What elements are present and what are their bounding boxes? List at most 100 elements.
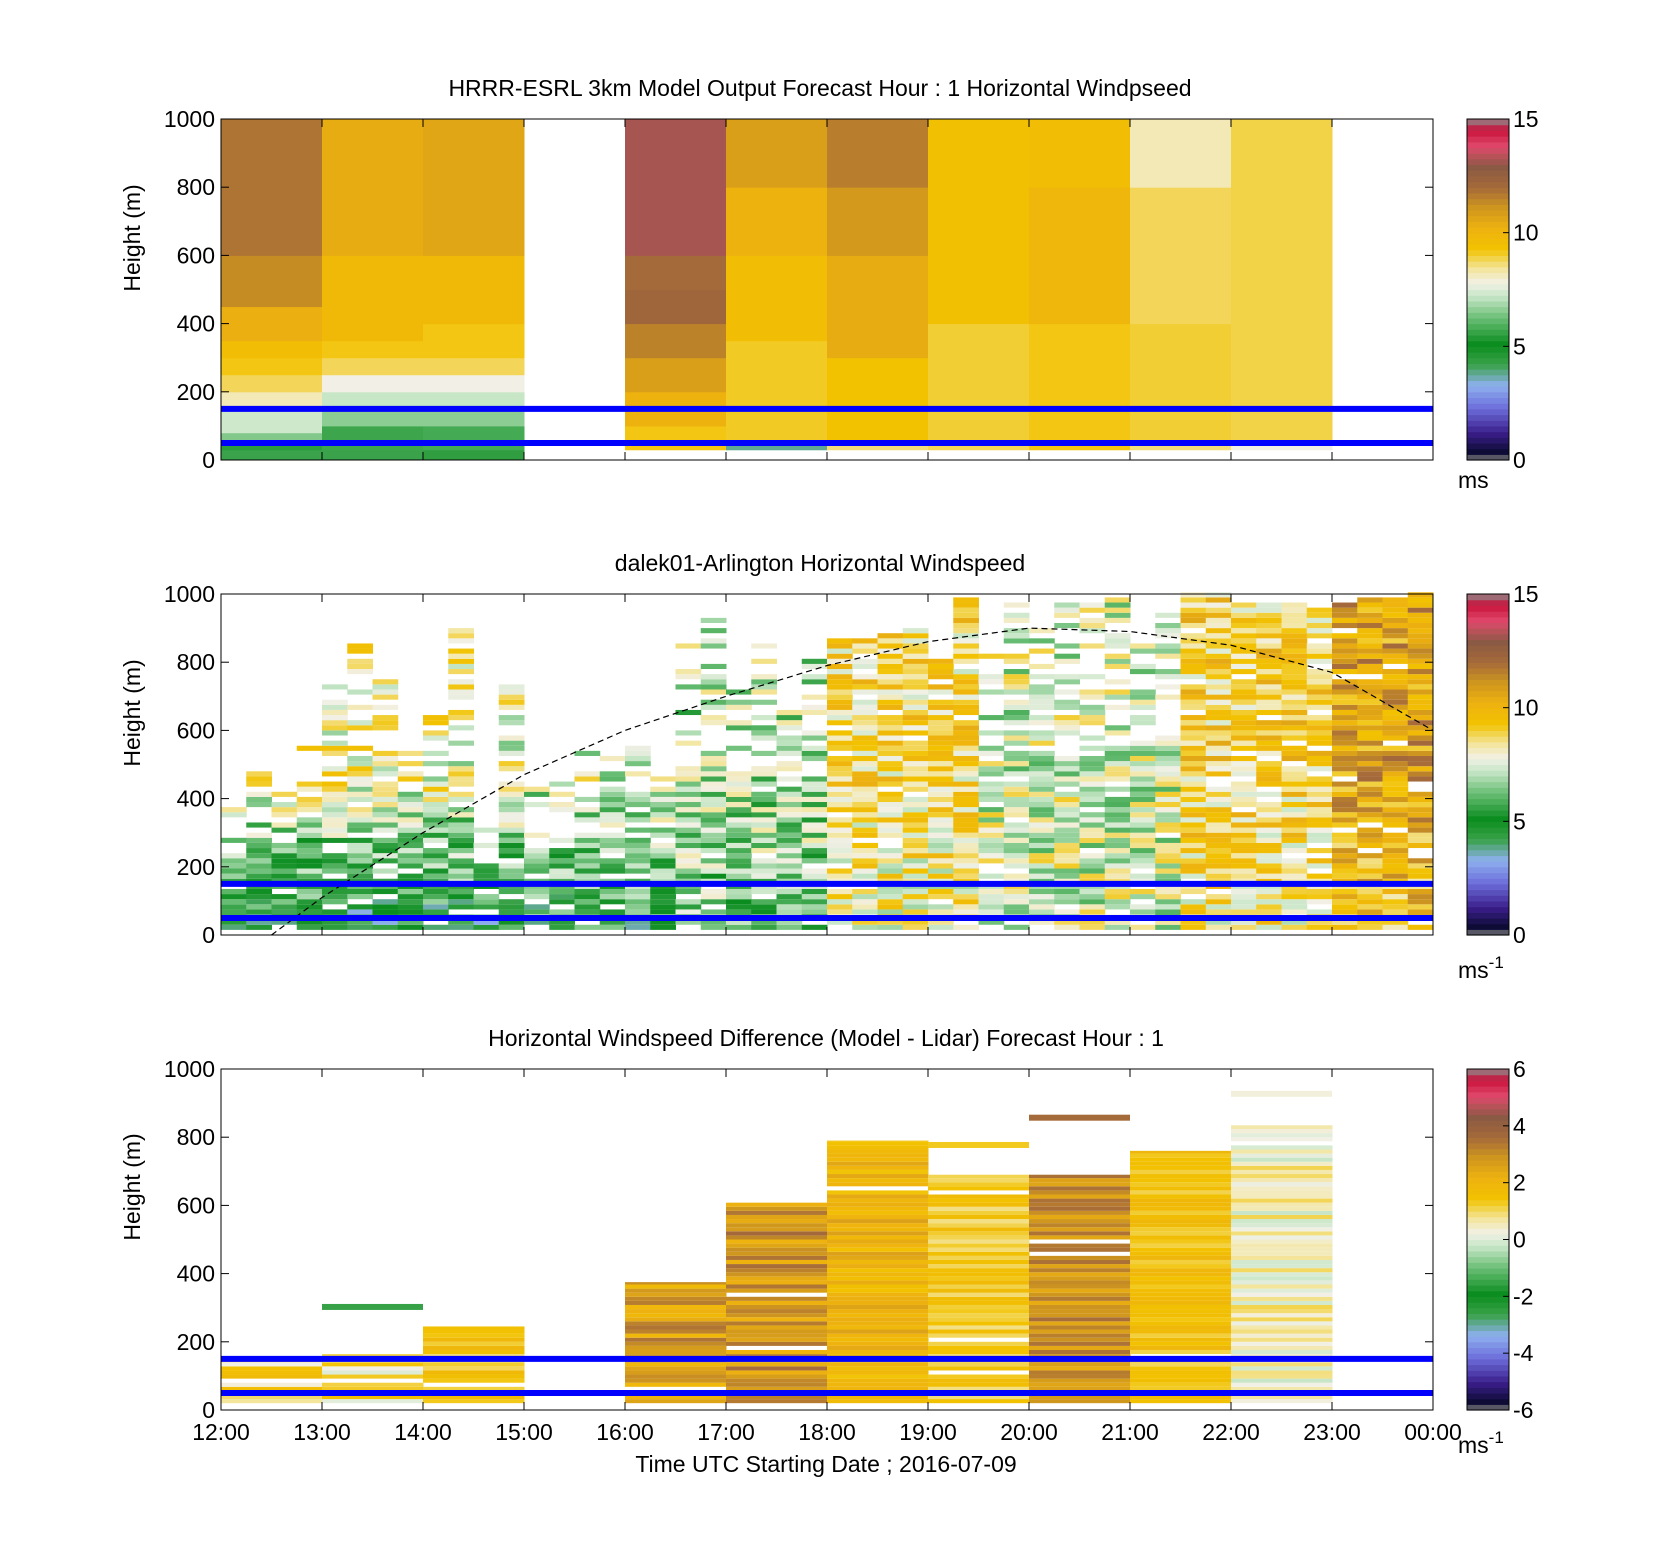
lidar-windspeed-cell — [473, 827, 500, 833]
difference-cell — [827, 1202, 929, 1207]
lidar-windspeed-cell — [1231, 607, 1257, 613]
colorbar-swatch — [1467, 1125, 1509, 1133]
lidar-windspeed-cell — [599, 924, 626, 930]
lidar-windspeed-cell — [1231, 842, 1257, 849]
lidar-windspeed-cell — [928, 704, 954, 710]
lidar-windspeed-cell — [827, 786, 853, 792]
lidar-windspeed-cell — [448, 919, 474, 925]
lidar-windspeed-cell — [347, 904, 373, 910]
lidar-windspeed-cell — [1130, 704, 1156, 710]
difference-cell — [928, 1202, 1030, 1207]
colorbar-swatch — [1467, 340, 1509, 347]
colorbar-swatch — [1467, 781, 1509, 788]
lidar-windspeed-cell — [498, 699, 525, 705]
lidar-windspeed-cell — [852, 781, 878, 787]
difference-cell — [928, 1292, 1030, 1297]
difference-cell — [1029, 1219, 1131, 1224]
panel-model-windspeed: HRRR-ESRL 3km Model Output Forecast Hour… — [119, 75, 1539, 493]
difference-cell — [928, 1210, 1030, 1215]
lidar-windspeed-cell — [700, 924, 727, 930]
lidar-windspeed-cell — [1281, 643, 1308, 649]
lidar-windspeed-cell — [1054, 888, 1080, 895]
difference-cell — [928, 1304, 1030, 1310]
lidar-windspeed-cell — [1407, 735, 1434, 741]
lidar-windspeed-cell — [1205, 894, 1232, 900]
lidar-windspeed-cell — [549, 899, 575, 905]
difference-cell — [1130, 1243, 1232, 1248]
lidar-windspeed-cell — [246, 837, 272, 843]
difference-cell — [726, 1259, 828, 1265]
lidar-windspeed-cell — [877, 924, 904, 930]
lidar-windspeed-cell — [322, 899, 348, 905]
lidar-windspeed-cell — [1054, 715, 1080, 721]
lidar-windspeed-cell — [1231, 924, 1257, 930]
lidar-windspeed-cell — [1407, 755, 1434, 762]
colorbar-swatch — [1467, 1120, 1509, 1127]
lidar-windspeed-cell — [574, 842, 601, 849]
lidar-windspeed-cell — [397, 822, 424, 828]
lidar-windspeed-cell — [322, 786, 348, 792]
lidar-windspeed-cell — [1306, 622, 1333, 629]
lidar-windspeed-cell — [1003, 755, 1030, 762]
lidar-windspeed-cell — [423, 715, 449, 721]
lidar-windspeed-cell — [296, 904, 323, 910]
lidar-windspeed-cell — [1079, 674, 1106, 680]
lidar-windspeed-cell — [1407, 888, 1434, 895]
colorbar-swatch — [1467, 1319, 1509, 1326]
lidar-windspeed-cell — [1382, 832, 1409, 838]
lidar-windspeed-cell — [1231, 919, 1257, 925]
lidar-windspeed-cell — [801, 750, 828, 756]
lidar-windspeed-cell — [1180, 796, 1207, 803]
lidar-windspeed-cell — [1130, 740, 1156, 746]
lidar-windspeed-cell — [827, 868, 853, 874]
lidar-windspeed-cell — [549, 858, 575, 864]
lidar-windspeed-cell — [1104, 761, 1131, 767]
lidar-windspeed-cell — [1079, 715, 1106, 721]
lidar-windspeed-cell — [1054, 776, 1080, 782]
lidar-windspeed-cell — [801, 674, 828, 680]
lidar-windspeed-cell — [599, 848, 626, 854]
lidar-windspeed-cell — [1205, 617, 1232, 623]
lidar-windspeed-cell — [1079, 761, 1106, 767]
lidar-windspeed-cell — [448, 694, 474, 700]
lidar-windspeed-cell — [953, 786, 979, 792]
difference-cell — [1029, 1317, 1131, 1322]
model-windspeed-cell — [1130, 119, 1232, 188]
lidar-windspeed-cell — [1256, 704, 1282, 710]
lidar-windspeed-cell — [751, 842, 777, 849]
lidar-windspeed-cell — [1306, 648, 1333, 654]
lidar-windspeed-cell — [1079, 894, 1106, 900]
lidar-windspeed-cell — [675, 842, 702, 849]
lidar-windspeed-cell — [372, 848, 399, 854]
lidar-windspeed-cell — [1205, 628, 1232, 634]
colorbar-swatch — [1467, 1131, 1509, 1138]
lidar-windspeed-cell — [1231, 689, 1257, 695]
lidar-windspeed-cell — [1104, 755, 1131, 762]
lidar-windspeed-cell — [1155, 827, 1181, 833]
lidar-windspeed-cell — [1281, 919, 1308, 925]
lidar-windspeed-cell — [1104, 597, 1131, 603]
lidar-windspeed-cell — [1054, 807, 1080, 813]
colorbar-swatch — [1467, 838, 1509, 845]
lidar-windspeed-cell — [296, 899, 323, 905]
lidar-windspeed-cell — [1306, 653, 1333, 659]
lidar-windspeed-cell — [498, 817, 525, 823]
lidar-windspeed-cell — [1281, 663, 1308, 670]
lidar-windspeed-cell — [1231, 679, 1257, 685]
difference-cell — [1130, 1272, 1232, 1277]
lidar-windspeed-cell — [1130, 848, 1156, 854]
x-tick-label: 19:00 — [899, 1419, 957, 1445]
difference-cell — [827, 1288, 929, 1293]
lidar-windspeed-cell — [322, 812, 348, 818]
lidar-windspeed-cell — [852, 740, 878, 746]
lidar-windspeed-cell — [852, 909, 878, 915]
model-windspeed-cell — [726, 119, 828, 188]
lidar-windspeed-cell — [852, 899, 878, 905]
lidar-windspeed-cell — [1231, 786, 1257, 792]
lidar-windspeed-cell — [902, 771, 929, 777]
lidar-windspeed-cell — [776, 766, 803, 772]
lidar-windspeed-cell — [1382, 817, 1409, 823]
lidar-windspeed-cell — [246, 868, 272, 874]
model-windspeed-cell — [322, 391, 424, 410]
colorbar-unit: ms — [1458, 467, 1489, 493]
